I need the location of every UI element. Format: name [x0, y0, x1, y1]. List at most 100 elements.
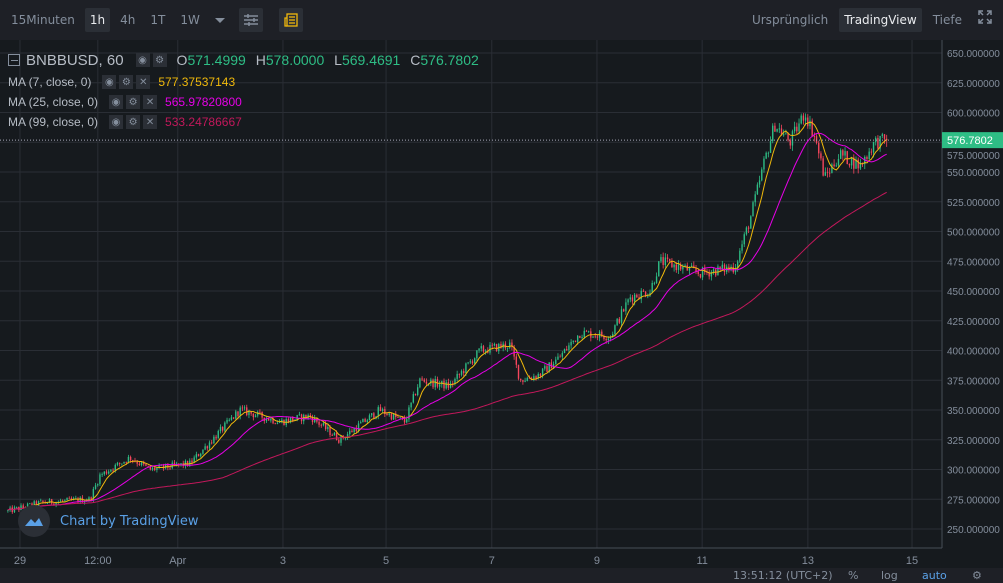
indicator-settings-button[interactable] — [238, 8, 263, 32]
gear-icon[interactable]: ⚙ — [126, 115, 141, 129]
view-original[interactable]: Ursprünglich — [751, 13, 829, 27]
candle-body — [463, 371, 465, 374]
candle-body — [392, 413, 395, 420]
view-tradingview[interactable]: TradingView — [839, 8, 922, 32]
candle-body — [419, 378, 421, 388]
eye-icon[interactable]: ◉ — [135, 53, 150, 67]
close-icon[interactable]: ✕ — [136, 75, 151, 89]
candle-body — [20, 505, 22, 510]
candle-body — [272, 418, 274, 424]
fullscreen-button[interactable] — [973, 8, 997, 32]
candle — [379, 404, 382, 412]
candle-body — [478, 348, 480, 351]
candle-body — [121, 463, 123, 465]
candle — [535, 375, 537, 381]
view-depth[interactable]: Tiefe — [932, 13, 962, 27]
interval-4h[interactable]: 4h — [120, 13, 136, 27]
eye-icon[interactable]: ◉ — [109, 115, 124, 129]
candle — [708, 269, 710, 280]
candle-body — [406, 419, 408, 423]
candle — [747, 225, 750, 234]
candle-body — [103, 471, 106, 475]
candle-body — [695, 267, 697, 272]
candle-body — [640, 290, 642, 300]
y-tick-label: 275.000000 — [947, 495, 1000, 506]
candle — [574, 340, 577, 343]
log-toggle[interactable]: log — [881, 569, 898, 582]
candle-body — [544, 366, 546, 369]
candle-body — [138, 463, 141, 466]
ma-value: 565.97820800 — [165, 95, 242, 109]
candle — [789, 138, 791, 149]
candle-body — [241, 407, 244, 409]
candle-body — [211, 442, 213, 444]
candle — [68, 496, 70, 499]
candle-body — [40, 500, 42, 502]
interval-1h[interactable]: 1h — [84, 8, 111, 32]
candle — [441, 380, 443, 388]
info-button[interactable] — [278, 8, 303, 32]
close-icon[interactable]: ✕ — [143, 95, 158, 109]
candle — [414, 393, 417, 396]
candle — [239, 405, 241, 420]
interval-15m[interactable]: 15Minuten — [11, 13, 75, 27]
candle-body — [467, 362, 469, 364]
candle-body — [782, 134, 785, 136]
candle — [456, 370, 458, 382]
candle — [200, 452, 202, 458]
candle-body — [324, 423, 327, 430]
price-chart[interactable]: 650.000000 625.000000 600.000000 575.000000… — [0, 40, 1003, 568]
candle-body — [495, 344, 498, 352]
candle — [101, 472, 103, 478]
gear-icon[interactable]: ⚙ — [152, 53, 167, 67]
candle — [603, 334, 605, 341]
candle — [850, 156, 853, 169]
candle — [658, 261, 660, 277]
percent-toggle[interactable]: % — [848, 569, 859, 582]
candle-body — [333, 432, 336, 436]
candle-body — [835, 165, 837, 167]
candle — [121, 463, 123, 466]
candle-body — [335, 432, 338, 441]
candle-body — [642, 290, 645, 292]
candle-body — [298, 414, 301, 416]
candle — [517, 364, 520, 381]
tradingview-watermark[interactable]: Chart by TradingView — [18, 505, 198, 537]
close-icon[interactable]: ✕ — [143, 115, 158, 129]
collapse-icon[interactable] — [8, 54, 20, 66]
candle-body — [776, 128, 778, 132]
candle — [445, 379, 447, 390]
candle-body — [815, 136, 818, 143]
candle — [640, 288, 642, 304]
candle — [802, 113, 805, 125]
candle-body — [844, 151, 846, 156]
more-intervals-dropdown[interactable] — [210, 8, 230, 32]
gear-icon[interactable]: ⚙ — [119, 75, 134, 89]
candle-body — [493, 344, 496, 346]
ma-line-7 — [7, 121, 888, 511]
candle — [699, 273, 702, 279]
candle-body — [850, 157, 853, 166]
close-label: C — [410, 52, 421, 68]
candle — [506, 347, 509, 352]
gear-icon[interactable]: ⚙ — [126, 95, 141, 109]
eye-icon[interactable]: ◉ — [102, 75, 117, 89]
candle-body — [447, 382, 450, 388]
candle-body — [511, 342, 513, 347]
candle-body — [327, 426, 329, 430]
candle-body — [848, 163, 851, 166]
candle-body — [826, 172, 829, 174]
auto-toggle[interactable]: auto — [922, 569, 947, 582]
candle-body — [829, 172, 831, 174]
candle-body — [820, 153, 822, 159]
candle-body — [408, 407, 410, 420]
candle-body — [338, 440, 340, 443]
interval-1w[interactable]: 1W — [180, 13, 200, 27]
candle-body — [774, 125, 776, 132]
eye-icon[interactable]: ◉ — [109, 95, 124, 109]
settings-gear-icon[interactable]: ⚙ — [972, 569, 982, 582]
y-tick-label: 450.000000 — [947, 287, 1000, 298]
interval-1d[interactable]: 1T — [150, 13, 166, 27]
candle-body — [864, 156, 866, 165]
candle — [829, 167, 831, 178]
